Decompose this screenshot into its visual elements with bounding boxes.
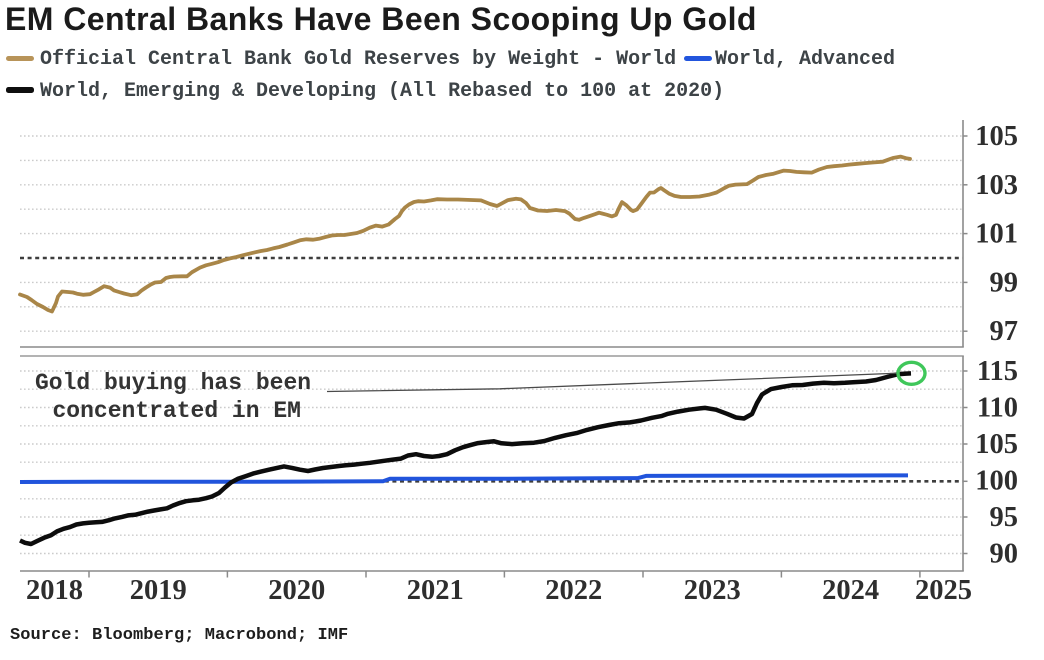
svg-text:2019: 2019 (130, 575, 187, 606)
svg-text:2021: 2021 (407, 575, 464, 606)
svg-text:115: 115 (977, 356, 1018, 387)
svg-text:100: 100 (975, 466, 1018, 497)
svg-text:2025: 2025 (915, 575, 972, 606)
svg-text:2020: 2020 (268, 575, 325, 606)
svg-text:concentrated in EM: concentrated in EM (53, 398, 301, 424)
svg-text:99: 99 (990, 267, 1019, 298)
svg-text:95: 95 (990, 502, 1019, 533)
svg-text:103: 103 (975, 170, 1018, 201)
svg-text:105: 105 (975, 429, 1018, 460)
svg-text:105: 105 (975, 121, 1018, 152)
svg-text:2018: 2018 (26, 575, 83, 606)
svg-text:2022: 2022 (545, 575, 602, 606)
svg-text:2023: 2023 (684, 575, 741, 606)
svg-text:101: 101 (975, 219, 1018, 250)
svg-text:2024: 2024 (822, 575, 879, 606)
svg-text:Gold buying has been: Gold buying has been (35, 370, 311, 396)
svg-text:97: 97 (990, 316, 1019, 347)
svg-text:90: 90 (990, 539, 1019, 570)
svg-text:110: 110 (977, 393, 1018, 424)
